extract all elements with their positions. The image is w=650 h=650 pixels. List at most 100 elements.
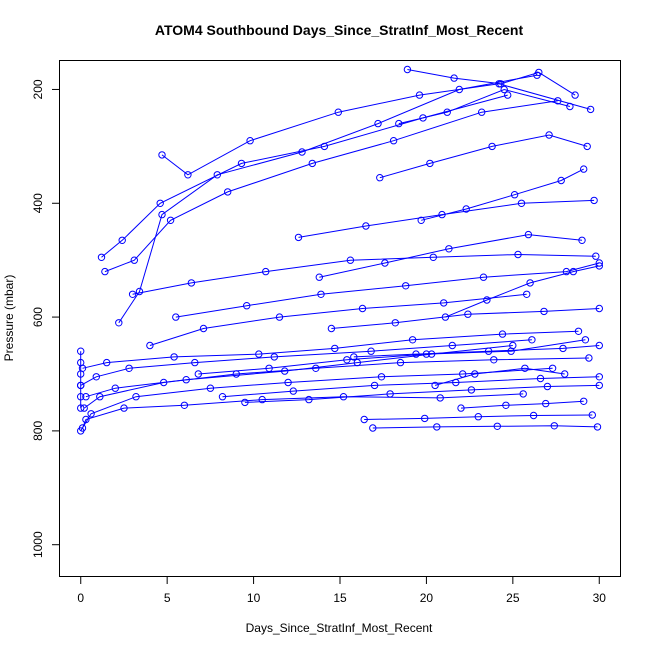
data-point: [369, 424, 377, 432]
data-point: [519, 390, 527, 398]
data-point: [490, 356, 498, 364]
data-point: [464, 310, 472, 318]
data-point: [389, 137, 398, 145]
series-line: [298, 199, 595, 238]
data-point: [87, 410, 95, 418]
series-line: [460, 400, 584, 409]
data-point: [478, 108, 486, 116]
series-line: [161, 83, 591, 176]
data-point: [360, 415, 368, 424]
data-point: [265, 364, 273, 372]
data-point: [483, 296, 491, 304]
data-point: [440, 299, 448, 307]
data-point: [523, 290, 531, 298]
data-point: [218, 393, 227, 401]
data-point: [103, 358, 111, 367]
data-point: [77, 404, 85, 412]
data-point: [334, 108, 342, 116]
data-point: [213, 171, 222, 179]
data-point: [182, 376, 190, 384]
series-line: [149, 293, 527, 346]
data-point: [237, 159, 246, 168]
data-point: [412, 350, 420, 358]
data-point: [569, 267, 577, 276]
data-point: [467, 386, 476, 394]
data-point: [571, 91, 579, 99]
data-point: [128, 290, 137, 298]
data-point: [583, 142, 591, 151]
data-point: [156, 199, 164, 208]
data-point: [243, 302, 251, 310]
series-line: [421, 168, 584, 221]
data-point: [592, 252, 600, 260]
data-point: [566, 102, 574, 111]
data-point: [417, 216, 425, 225]
series-line: [445, 265, 600, 318]
x-tick-label: 25: [506, 591, 520, 605]
data-point: [258, 395, 266, 404]
data-point: [521, 364, 529, 372]
data-point: [536, 374, 545, 383]
data-point: [408, 336, 417, 344]
series-line: [407, 69, 576, 96]
data-point: [500, 85, 508, 94]
data-point: [370, 381, 379, 390]
data-point: [433, 423, 441, 431]
data-point: [514, 250, 522, 259]
data-point: [166, 216, 175, 225]
data-point: [504, 91, 512, 99]
y-tick-label: 600: [31, 307, 45, 327]
series-line: [434, 367, 565, 386]
data-point: [550, 422, 558, 430]
series-line: [398, 88, 571, 125]
data-point: [431, 381, 439, 390]
data-point: [585, 354, 593, 362]
data-point: [581, 336, 590, 344]
data-point: [346, 256, 355, 264]
x-axis-label: Days_Since_StratInf_Most_Recent: [246, 621, 433, 635]
data-point: [429, 253, 437, 261]
x-tick-label: 10: [247, 591, 261, 605]
data-point: [441, 313, 450, 321]
data-point: [595, 381, 603, 390]
data-point: [590, 196, 598, 205]
data-point: [548, 364, 557, 372]
data-point: [120, 404, 128, 412]
series-line: [80, 339, 532, 386]
series-line: [101, 94, 508, 258]
data-point: [462, 205, 470, 213]
series-line: [372, 425, 598, 429]
data-point: [559, 344, 567, 353]
data-point: [111, 384, 120, 392]
data-point: [130, 256, 139, 264]
data-point: [367, 347, 375, 355]
data-point: [191, 358, 199, 367]
data-point: [270, 353, 278, 361]
data-point: [172, 313, 180, 321]
data-point: [526, 279, 534, 287]
data-point: [580, 397, 588, 405]
data-point: [305, 395, 313, 404]
data-point: [396, 358, 405, 367]
data-point: [580, 165, 588, 173]
data-point: [445, 245, 453, 253]
plot-frame: [59, 60, 621, 577]
data-point: [115, 319, 123, 327]
data-point: [118, 236, 126, 245]
data-point: [158, 151, 166, 159]
data-point: [586, 105, 595, 114]
data-point: [132, 393, 140, 401]
data-point: [308, 159, 316, 168]
data-point: [391, 319, 399, 327]
y-axis: 200 400 600 800 1000: [31, 79, 59, 558]
data-point: [595, 341, 603, 350]
series-line: [82, 393, 524, 429]
data-point: [457, 404, 465, 412]
y-tick-label: 800: [31, 421, 45, 441]
x-tick-label: 15: [333, 591, 347, 605]
series-line: [104, 100, 558, 273]
data-point: [528, 336, 536, 344]
data-point: [77, 427, 85, 435]
data-point: [595, 304, 603, 313]
data-point: [517, 199, 526, 208]
